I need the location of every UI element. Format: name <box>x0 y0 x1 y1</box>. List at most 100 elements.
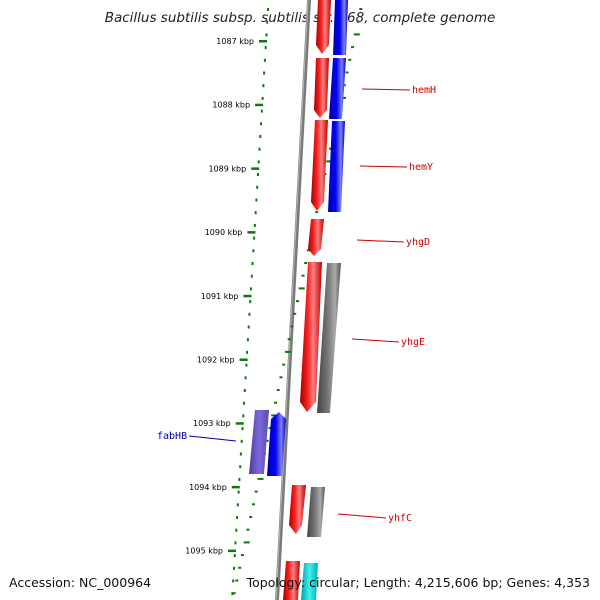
ruler-minor-tick <box>246 350 249 354</box>
cds-feature[interactable] <box>249 410 269 474</box>
feature-track <box>249 0 348 600</box>
outer-tick <box>353 33 360 36</box>
gene-label-yhfC[interactable]: yhfC <box>388 513 412 524</box>
outer-tick <box>326 160 333 163</box>
ruler-label: 1090 kbp <box>205 228 243 237</box>
ruler-minor-tick <box>247 325 250 329</box>
ruler-minor-tick <box>240 439 243 443</box>
outer-tick <box>271 414 278 417</box>
gene-label-hemY[interactable]: hemY <box>409 162 433 173</box>
ruler-minor-tick <box>258 147 261 151</box>
ruler-major-tick <box>251 167 260 170</box>
gene-label-yhgD[interactable]: yhgD <box>406 237 430 248</box>
outer-tick <box>232 592 236 595</box>
ruler-minor-tick <box>238 477 241 481</box>
ruler-minor-tick <box>244 376 247 380</box>
gene-labels: hemH hemY yhgD yhgE fabHB yhfC <box>157 85 436 524</box>
outer-tick <box>235 579 239 582</box>
cds-feature[interactable] <box>328 121 345 212</box>
ruler-minor-tick <box>241 427 244 431</box>
outer-tick <box>249 516 253 518</box>
ruler-minor-tick <box>255 198 258 202</box>
ruler-minor-tick <box>236 516 239 519</box>
cds-feature[interactable] <box>307 487 325 537</box>
cds-feature[interactable] <box>316 0 331 54</box>
ruler <box>228 8 269 596</box>
outer-tick <box>356 20 360 23</box>
ruler-major-tick <box>243 294 252 298</box>
outer-tick <box>268 427 272 430</box>
outer-tick <box>315 211 319 214</box>
ruler-minor-tick <box>260 109 263 113</box>
outer-tick <box>342 84 346 87</box>
genome-backbone-highlight <box>275 0 309 600</box>
outer-tick <box>345 71 349 74</box>
ruler-label: 1088 kbp <box>212 101 250 110</box>
cds-feature[interactable] <box>308 219 324 256</box>
ruler-minor-tick <box>232 579 235 583</box>
gene-label-yhgE[interactable]: yhgE <box>401 337 425 348</box>
cds-feature[interactable] <box>300 262 322 412</box>
ruler-minor-tick <box>233 554 236 558</box>
ruler-minor-tick <box>245 363 248 367</box>
ruler-minor-tick <box>243 401 245 405</box>
ruler-minor-tick <box>263 58 266 62</box>
outer-tick <box>329 147 332 150</box>
ruler-minor-tick <box>251 262 254 265</box>
ruler-major-tick <box>231 485 240 489</box>
outer-tick <box>276 389 280 391</box>
ruler-minor-tick <box>234 541 237 545</box>
outer-tick <box>265 439 269 442</box>
ruler-minor-tick <box>242 414 245 418</box>
ruler-label: 1094 kbp <box>189 483 227 492</box>
ruler-minor-tick <box>233 566 235 570</box>
ruler-label: 1092 kbp <box>197 356 235 365</box>
ruler-minor-tick <box>248 312 251 316</box>
gene-label-hemH[interactable]: hemH <box>412 85 436 96</box>
outer-tick <box>285 350 291 353</box>
cds-feature[interactable] <box>317 263 341 413</box>
ruler-minor-tick <box>267 8 269 11</box>
ruler-minor-tick <box>261 96 264 100</box>
outer-tick <box>348 58 352 61</box>
ruler-minor-tick <box>265 33 268 37</box>
cds-feature[interactable] <box>311 120 328 211</box>
ruler-minor-tick <box>260 122 262 126</box>
outer-tick <box>287 338 291 341</box>
ruler-minor-tick <box>264 46 267 50</box>
ruler-label: 1087 kbp <box>216 37 254 46</box>
ruler-minor-tick <box>243 389 246 392</box>
ruler-minor-tick <box>246 338 249 342</box>
gene-label-fabHB[interactable]: fabHB <box>157 431 187 442</box>
cds-feature[interactable] <box>267 412 286 476</box>
outer-tick <box>274 401 277 404</box>
ruler-label: 1093 kbp <box>193 419 231 428</box>
ruler-major-tick <box>228 549 236 553</box>
ruler-major-tick <box>259 40 267 43</box>
cds-feature[interactable] <box>329 58 346 119</box>
genome-summary-text: Topology: circular; Length: 4,215,606 bp… <box>246 575 590 590</box>
outer-tick <box>282 363 286 366</box>
outer-tick <box>301 274 305 277</box>
outer-tick <box>359 8 363 10</box>
outer-tick <box>279 376 283 379</box>
outer-tick <box>243 541 250 544</box>
cds-feature[interactable] <box>289 485 306 534</box>
ruler-minor-tick <box>250 274 253 278</box>
ruler-minor-tick <box>259 135 262 138</box>
outer-tick <box>293 312 297 315</box>
ruler-minor-tick <box>235 528 238 532</box>
ruler-minor-tick <box>249 300 252 304</box>
cds-feature[interactable] <box>301 563 318 600</box>
ruler-minor-tick <box>253 236 256 240</box>
cds-feature[interactable] <box>333 0 348 55</box>
ruler-minor-tick <box>257 173 259 177</box>
ruler-minor-tick <box>239 452 242 456</box>
ruler-major-tick <box>235 422 244 425</box>
cds-feature[interactable] <box>314 58 329 118</box>
outer-tick <box>254 490 258 493</box>
outer-tick <box>252 503 255 506</box>
cds-feature[interactable] <box>283 561 300 600</box>
outer-tick <box>246 528 250 531</box>
